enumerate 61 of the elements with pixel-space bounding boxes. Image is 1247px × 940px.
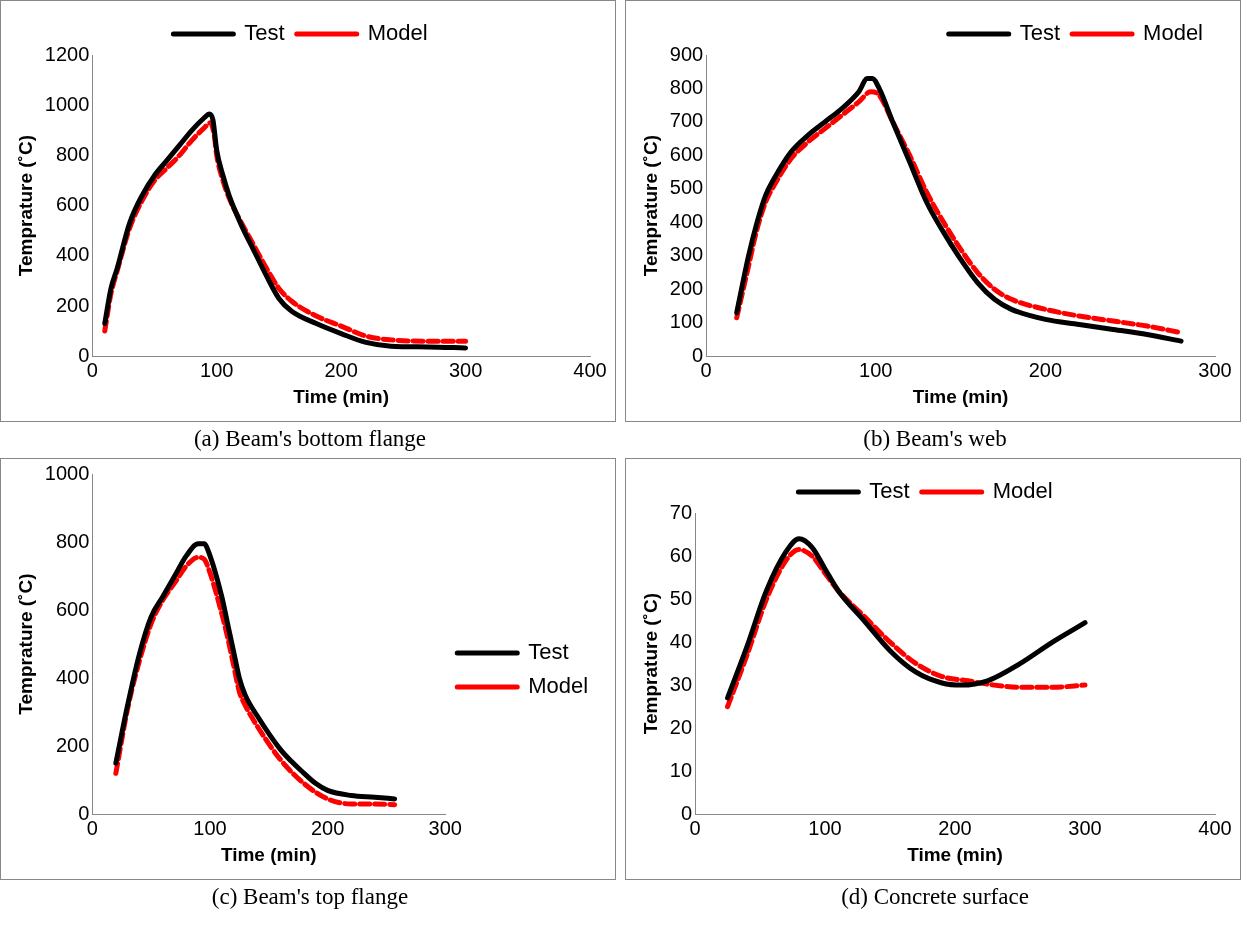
- y-tick-label: 100: [669, 310, 704, 333]
- text: (c) Beam's top flange: [210, 883, 410, 911]
- x-tick-label: 400: [1198, 816, 1232, 839]
- x-tick-label: 100: [193, 816, 227, 839]
- y-tick-label: 500: [669, 176, 704, 199]
- legend-label: Model: [992, 478, 1053, 504]
- legend-label: Model: [528, 673, 589, 699]
- x-tick-label: 300: [1198, 358, 1232, 381]
- y-axis-title: Temprature (˚C): [639, 593, 661, 735]
- y-tick-label: 400: [55, 243, 90, 266]
- y-axis-title: Temprature (˚C): [14, 135, 36, 277]
- legend-label: Test: [244, 20, 285, 46]
- y-tick-label: 30: [669, 672, 693, 695]
- x-axis-title: Time (min): [907, 843, 1003, 865]
- x-tick-label: 300: [448, 358, 483, 381]
- y-tick-label: 200: [55, 733, 90, 756]
- y-axis-title: Temprature (˚C): [639, 135, 661, 277]
- x-tick-label: 100: [859, 358, 893, 381]
- text: (d) Concrete surface: [840, 883, 1030, 911]
- y-tick-label: 700: [669, 109, 704, 132]
- x-axis-title: Time (min): [293, 385, 390, 407]
- x-tick-label: 100: [200, 358, 234, 381]
- legend-label: Test: [1019, 20, 1061, 46]
- y-tick-label: 800: [55, 142, 90, 165]
- text: (b) Beam's web: [862, 425, 1008, 453]
- x-axis-title: Time (min): [912, 385, 1009, 407]
- y-tick-label: 400: [55, 665, 90, 688]
- x-tick-label: 400: [573, 358, 607, 381]
- x-tick-label: 200: [1028, 358, 1063, 381]
- text: (a) Beam's bottom flange: [192, 425, 428, 453]
- x-tick-label: 200: [310, 816, 345, 839]
- x-tick-label: 300: [428, 816, 462, 839]
- y-tick-label: 70: [669, 500, 693, 523]
- y-tick-label: 200: [55, 293, 90, 316]
- y-tick-label: 800: [669, 75, 704, 98]
- x-tick-label: 100: [808, 816, 842, 839]
- x-tick-label: 200: [324, 358, 358, 381]
- y-axis-title: Temprature (˚C): [14, 573, 36, 715]
- y-tick-label: 20: [669, 715, 693, 738]
- legend-label: Model: [1143, 20, 1203, 46]
- y-tick-label: 40: [669, 629, 693, 652]
- x-tick-label: 300: [1068, 816, 1102, 839]
- y-tick-label: 10: [669, 758, 693, 781]
- y-tick-label: 600: [669, 142, 704, 165]
- x-axis-title: Time (min): [220, 843, 317, 865]
- y-tick-label: 800: [55, 529, 90, 552]
- y-tick-label: 200: [669, 276, 704, 299]
- y-tick-label: 900: [669, 42, 704, 65]
- y-tick-label: 300: [669, 243, 704, 266]
- y-tick-label: 600: [55, 597, 90, 620]
- y-tick-label: 400: [669, 209, 704, 232]
- y-tick-label: 1000: [44, 92, 90, 115]
- x-tick-label: 200: [938, 816, 972, 839]
- legend-label: Test: [528, 639, 569, 665]
- y-tick-label: 1200: [44, 42, 90, 65]
- legend-label: Model: [367, 20, 428, 46]
- legend-label: Test: [869, 478, 910, 504]
- y-tick-label: 600: [55, 193, 90, 216]
- y-tick-label: 50: [669, 586, 693, 609]
- y-tick-label: 1000: [44, 461, 90, 484]
- y-tick-label: 60: [669, 543, 693, 566]
